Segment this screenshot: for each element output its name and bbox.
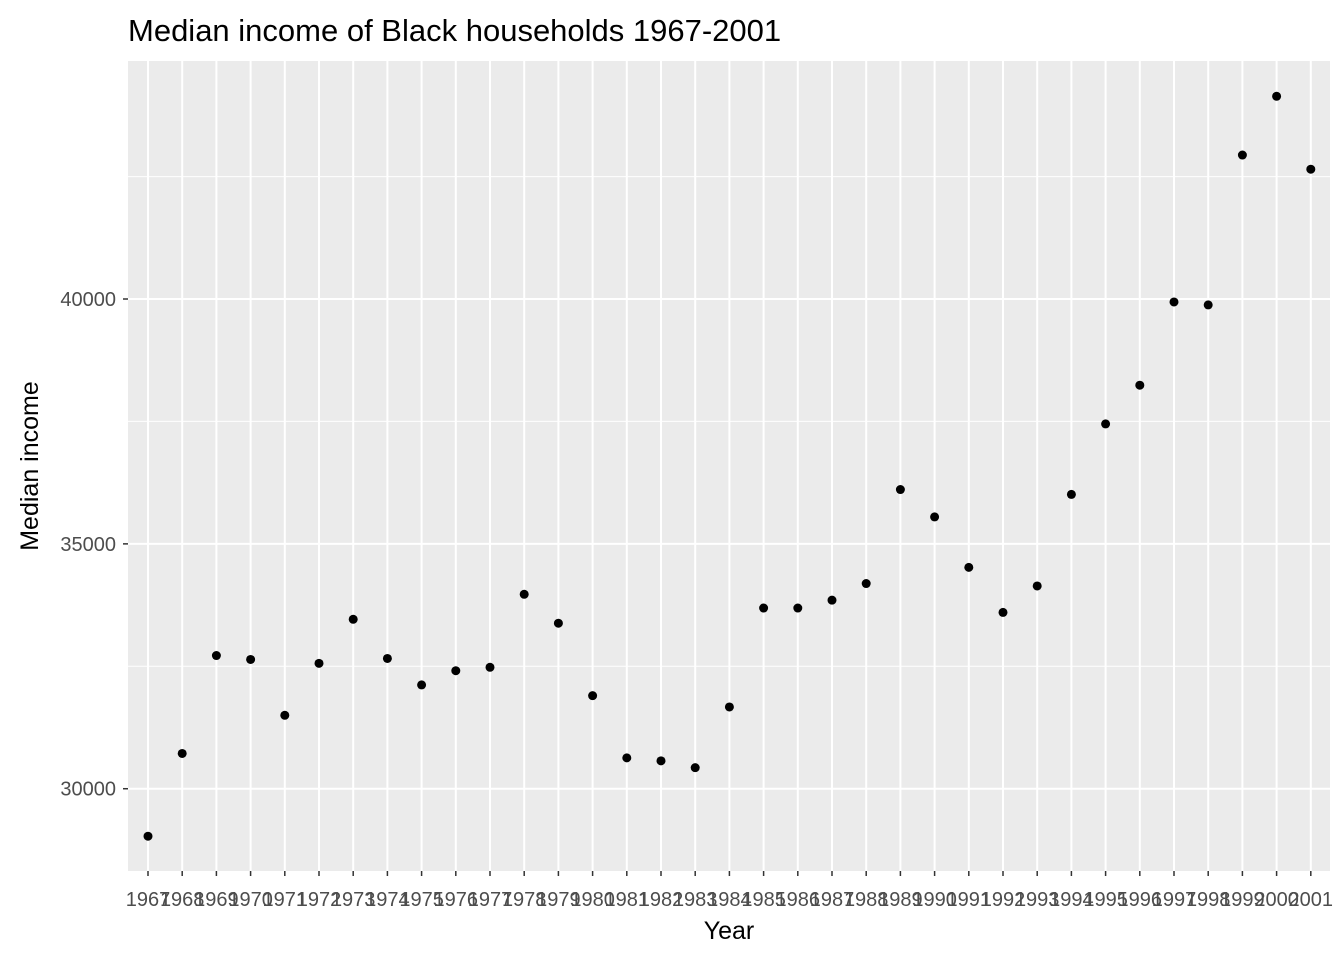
major-gridlines <box>128 61 1330 871</box>
data-point <box>1169 297 1179 307</box>
data-point <box>1272 91 1282 101</box>
y-tick-label: 40000 <box>60 289 116 311</box>
data-point <box>348 614 358 624</box>
x-tick-label: 1974 <box>365 889 410 911</box>
x-tick-label: 1993 <box>1015 889 1060 911</box>
data-point <box>588 691 598 701</box>
x-tick-label: 1979 <box>536 889 581 911</box>
data-point <box>690 763 700 773</box>
x-tick-label: 1981 <box>605 889 650 911</box>
data-point <box>1237 150 1247 160</box>
data-points <box>143 91 1316 841</box>
x-axis-title: Year <box>704 917 755 945</box>
data-point <box>895 485 905 495</box>
x-tick-label: 1999 <box>1220 889 1265 911</box>
x-tick-label: 1990 <box>912 889 957 911</box>
data-point <box>314 658 324 668</box>
data-point <box>519 589 529 599</box>
x-tick-label: 1984 <box>707 889 752 911</box>
data-point <box>177 748 187 758</box>
x-tick-label: 1996 <box>1118 889 1163 911</box>
data-point <box>1203 300 1213 310</box>
data-point <box>998 607 1008 617</box>
x-tick-label: 1986 <box>776 889 821 911</box>
data-point <box>280 710 290 720</box>
data-point <box>382 653 392 663</box>
y-tick-label: 30000 <box>60 779 116 801</box>
x-tick-label: 1998 <box>1186 889 1231 911</box>
x-tick-label: 1972 <box>297 889 342 911</box>
x-tick-label: 2000 <box>1254 889 1299 911</box>
data-point <box>622 753 632 763</box>
data-point <box>1135 380 1145 390</box>
x-tick-label: 1982 <box>639 889 684 911</box>
x-tick-label: 1991 <box>947 889 992 911</box>
x-tick-label: 1985 <box>741 889 786 911</box>
x-tick-label: 1987 <box>810 889 855 911</box>
x-tick-label: 1970 <box>228 889 273 911</box>
x-tick-label: 1969 <box>194 889 239 911</box>
x-tick-label: 1983 <box>673 889 718 911</box>
data-point <box>246 654 256 664</box>
x-tick-label: 1968 <box>160 889 205 911</box>
data-point <box>211 651 221 661</box>
data-point <box>553 618 563 628</box>
x-tick-label: 1980 <box>570 889 615 911</box>
data-point <box>417 680 427 690</box>
x-tick-label: 1994 <box>1049 889 1094 911</box>
x-tick-label: 1977 <box>468 889 513 911</box>
data-point <box>964 562 974 572</box>
x-tick-label: 1997 <box>1152 889 1197 911</box>
x-tick-label: 1971 <box>263 889 308 911</box>
data-point <box>1306 164 1316 174</box>
x-tick-label: 1967 <box>126 889 171 911</box>
data-point <box>827 595 837 605</box>
x-tick-label: 1989 <box>878 889 923 911</box>
x-tick-label: 1976 <box>434 889 479 911</box>
x-tick-label: 1992 <box>981 889 1026 911</box>
data-point <box>485 662 495 672</box>
x-tick-label: 1973 <box>331 889 376 911</box>
data-point <box>861 579 871 589</box>
data-point <box>451 666 461 676</box>
data-point <box>759 603 769 613</box>
data-point <box>793 603 803 613</box>
data-point <box>724 702 734 712</box>
x-tick-label: 1995 <box>1083 889 1128 911</box>
x-tick-label: 1978 <box>502 889 547 911</box>
data-point <box>143 831 153 841</box>
data-point <box>1101 419 1111 429</box>
data-point <box>656 756 666 766</box>
x-tick-label: 1988 <box>844 889 889 911</box>
x-tick-label: 1975 <box>399 889 444 911</box>
data-point <box>930 512 940 522</box>
data-point <box>1032 581 1042 591</box>
data-point <box>1066 489 1076 499</box>
y-axis-ticks: 30000 35000 40000 <box>60 289 128 801</box>
x-tick-label: 2001 <box>1289 889 1334 911</box>
y-tick-label: 35000 <box>60 534 116 556</box>
y-axis-title: Median income <box>16 381 44 551</box>
chart-title: Median income of Black households 1967-2… <box>128 13 781 48</box>
x-axis-ticks: 1967196819691970197119721973197419751976… <box>126 871 1333 911</box>
